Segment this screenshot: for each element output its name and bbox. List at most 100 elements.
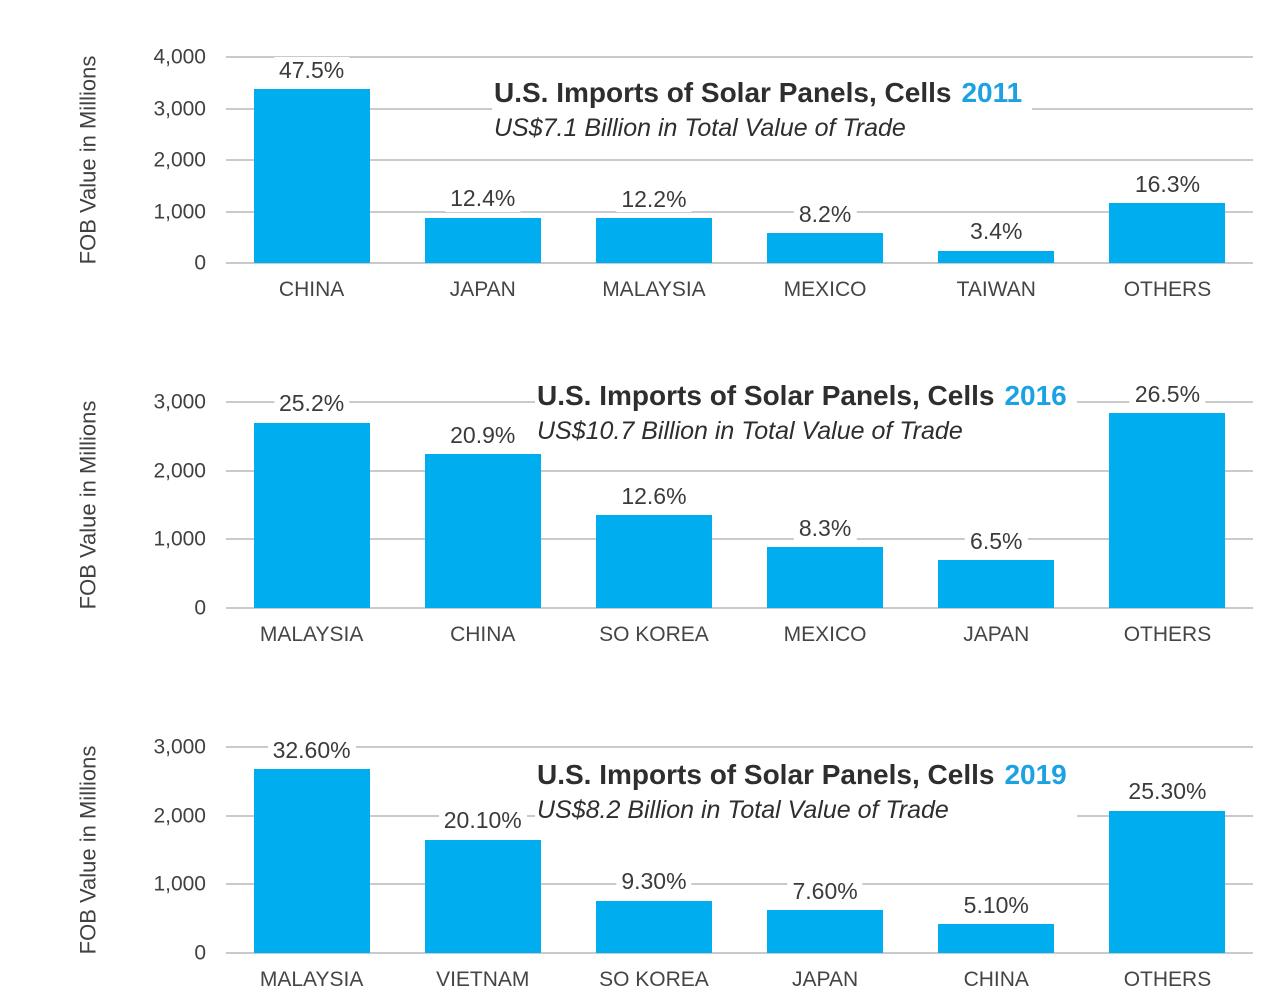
x-axis-category-labels: CHINA JAPAN MALAYSIA MEXICO TAIWAN OTHERS — [226, 278, 1253, 302]
category-label: CHINA — [278, 278, 345, 301]
chart-title-block: U.S. Imports of Solar Panels, Cells 2016 … — [535, 378, 1077, 450]
bar-row: 32.60% 20.10% 9.30% 7.60% 5.10% 25.30% — [226, 737, 1253, 953]
bar-percent-label: 6.5% — [965, 527, 1028, 555]
chart-title: U.S. Imports of Solar Panels, Cells 2016 — [537, 380, 1067, 412]
category-label: JAPAN — [449, 278, 516, 301]
y-tick-label: 3,000 — [153, 97, 206, 120]
bar — [424, 839, 541, 953]
bar-percent-label: 3.4% — [965, 218, 1028, 245]
category-label: TAIWAN — [956, 278, 1036, 301]
y-axis-ticks: 0 1,000 2,000 3,000 — [60, 392, 206, 619]
chart-title-block: U.S. Imports of Solar Panels, Cells 2011 … — [492, 75, 1033, 147]
category-label: MALAYSIA — [602, 278, 706, 301]
gridline — [226, 56, 1253, 58]
category-label: CHINA — [450, 623, 516, 646]
bar-slot: 16.3% — [1082, 57, 1253, 263]
category-label: JAPAN — [963, 623, 1030, 646]
chart-subtitle: US$8.2 Billion in Total Value of Trade — [537, 796, 949, 825]
bar — [1109, 810, 1226, 953]
bar-percent-label: 20.9% — [445, 422, 521, 449]
bar-percent-label: 5.10% — [958, 891, 1034, 919]
chart-title-block: U.S. Imports of Solar Panels, Cells 2019 … — [535, 757, 1077, 829]
bar — [595, 515, 712, 608]
bar-slot: 5.10% — [911, 747, 1082, 953]
chart-year: 2016 — [1004, 380, 1067, 411]
category-label: VIETNAM — [436, 968, 530, 991]
bar-percent-label: 47.5% — [273, 56, 350, 84]
bar-percent-label: 25.2% — [273, 390, 350, 417]
bar-slot: 9.30% — [568, 747, 739, 953]
gridline — [226, 262, 1253, 264]
gridline — [226, 210, 1253, 213]
y-tick-label: 3,000 — [153, 390, 206, 414]
category-label: MEXICO — [783, 623, 867, 646]
x-axis-category-labels: MALAYSIA CHINA SO KOREA MEXICO JAPAN OTHERS — [226, 623, 1253, 647]
plot-area: 32.60% 20.10% 9.30% 7.60% 5.10% 25.30% U.S. I… — [226, 737, 1253, 954]
bar — [424, 454, 541, 608]
category-label: MALAYSIA — [259, 623, 364, 646]
plot-area: 47.5% 12.4% 12.2% 8.2% 3.4% 16.3% U.S. Import… — [226, 56, 1253, 264]
bar-slot: 3.4% — [911, 57, 1082, 263]
bar-slot: 12.2% — [568, 57, 739, 263]
y-tick-label: 3,000 — [153, 735, 206, 759]
y-axis-ticks: 0 1,000 2,000 3,000 4,000 — [60, 47, 206, 274]
bar-percent-label: 25.30% — [1123, 778, 1212, 805]
chart-2019: FOB Value in Millions 0 1,000 2,000 3,000 3… — [0, 690, 1280, 1003]
bar-slot: 7.60% — [740, 747, 911, 953]
category-label: SO KOREA — [599, 623, 709, 646]
bar-percent-label: 12.2% — [616, 185, 692, 213]
bar-row: 47.5% 12.4% 12.2% 8.2% 3.4% 16.3% — [226, 56, 1253, 263]
bar — [938, 250, 1055, 263]
bar-slot: 32.60% — [226, 737, 397, 953]
bar-slot: 20.10% — [397, 747, 568, 953]
chart-title: U.S. Imports of Solar Panels, Cells 2019 — [537, 759, 1067, 791]
gridline — [226, 952, 1253, 954]
bar-row: 25.2% 20.9% 12.6% 8.3% 6.5% 26.5% — [226, 380, 1253, 608]
category-label: OTHERS — [1123, 623, 1212, 646]
bar-percent-label: 32.60% — [267, 737, 356, 764]
bar — [253, 89, 370, 263]
chart-year: 2011 — [961, 77, 1023, 108]
bar-percent-label: 8.2% — [793, 200, 857, 228]
bar — [1109, 413, 1226, 608]
bar-percent-label: 9.30% — [616, 868, 692, 895]
bar — [253, 422, 370, 608]
bar-slot: 12.6% — [568, 402, 739, 608]
category-label: CHINA — [963, 968, 1029, 991]
chart-title: U.S. Imports of Solar Panels, Cells 2011 — [494, 77, 1022, 109]
category-label: MALAYSIA — [259, 968, 364, 991]
y-tick-label: 1,000 — [153, 872, 206, 896]
bar-percent-label: 12.6% — [616, 483, 692, 510]
y-tick-label: 2,000 — [153, 804, 206, 828]
y-tick-label: 2,000 — [153, 459, 206, 483]
x-axis-category-labels: MALAYSIA VIETNAM SO KOREA JAPAN CHINA OTHERS — [226, 968, 1253, 992]
category-label: MEXICO — [783, 278, 867, 301]
bar-slot: 25.30% — [1082, 747, 1253, 953]
gridline — [226, 883, 1253, 886]
bar-slot: 12.4% — [397, 57, 568, 263]
category-label: OTHERS — [1123, 968, 1212, 991]
plot-area: 25.2% 20.9% 12.6% 8.3% 6.5% 26.5% U.S. Import… — [226, 378, 1253, 609]
bar-slot: 25.2% — [226, 390, 397, 608]
bar — [938, 560, 1055, 608]
gridline — [226, 746, 1253, 748]
bar-percent-label: 16.3% — [1129, 170, 1206, 198]
chart-title-text: U.S. Imports of Solar Panels, Cells — [494, 77, 952, 108]
bar — [938, 924, 1055, 953]
bar-slot: 20.9% — [397, 402, 568, 608]
bar-percent-label: 7.60% — [787, 877, 863, 905]
gridline — [226, 538, 1253, 541]
y-axis-ticks: 0 1,000 2,000 3,000 — [60, 737, 206, 964]
chart-subtitle: US$7.1 Billion in Total Value of Trade — [494, 114, 906, 143]
y-tick-label: 1,000 — [153, 527, 206, 551]
y-tick-label: 0 — [194, 251, 206, 275]
bar-slot: 47.5% — [226, 56, 397, 263]
bar — [767, 910, 884, 953]
bar-slot: 8.2% — [740, 57, 911, 263]
category-label: JAPAN — [792, 968, 859, 991]
bar — [595, 218, 712, 263]
chart-subtitle: US$10.7 Billion in Total Value of Trade — [537, 417, 963, 446]
chart-2016: FOB Value in Millions 0 1,000 2,000 3,000 2… — [0, 345, 1280, 690]
bar — [424, 217, 541, 263]
bar-percent-label: 12.4% — [445, 185, 521, 212]
